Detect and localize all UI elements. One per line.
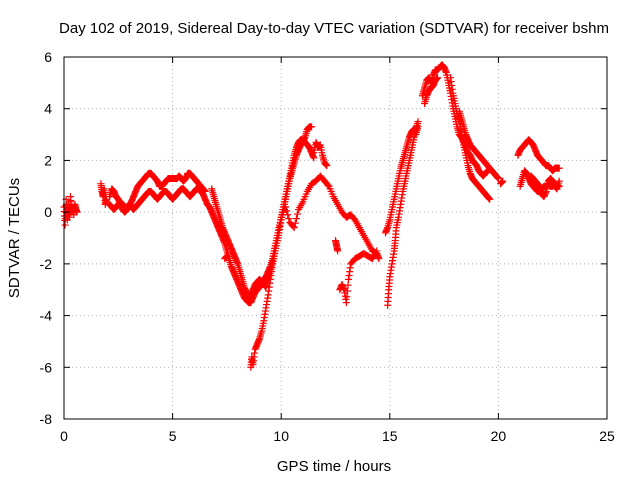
data-point xyxy=(284,211,292,219)
data-point xyxy=(334,247,342,255)
data-point xyxy=(61,221,69,229)
series-segment xyxy=(208,123,316,301)
series-segment xyxy=(277,172,383,263)
series-segment xyxy=(421,74,442,108)
x-tick-label: 5 xyxy=(169,428,177,444)
data-point xyxy=(414,123,422,131)
data-point xyxy=(291,219,299,227)
series-segment xyxy=(332,237,342,255)
series-segment xyxy=(514,136,563,175)
series-segment xyxy=(418,61,492,180)
data-point xyxy=(292,215,300,223)
series-segment xyxy=(336,247,381,307)
plot-frame xyxy=(63,56,608,420)
x-tick-label: 10 xyxy=(273,428,289,444)
x-tick-label: 20 xyxy=(491,428,507,444)
data-point xyxy=(555,164,563,172)
data-point xyxy=(308,123,316,131)
series-segment xyxy=(381,125,418,237)
series-segment xyxy=(310,138,331,170)
data-point xyxy=(271,250,279,258)
data-point xyxy=(324,181,332,189)
data-point xyxy=(375,255,383,263)
series-segment xyxy=(247,250,279,371)
series-segment xyxy=(106,136,318,307)
y-tick-label: -6 xyxy=(40,359,53,375)
series-segment xyxy=(97,180,110,208)
series-segment xyxy=(527,172,563,201)
x-tick-label: 0 xyxy=(60,428,68,444)
series-segment xyxy=(221,252,231,263)
y-axis-label: SDTVAR / TECUs xyxy=(6,178,23,298)
data-markers xyxy=(60,61,563,371)
series-segment xyxy=(412,123,422,139)
data-point xyxy=(486,195,494,203)
chart-title: Day 102 of 2019, Sidereal Day-to-day VTE… xyxy=(59,20,609,37)
axis-ticks: 0 5 10 15 20 25 -8 -6 -4 -2 0 2 4 6 xyxy=(40,49,615,444)
data-point xyxy=(555,177,563,185)
data-point xyxy=(285,215,293,223)
y-tick-label: -8 xyxy=(40,411,53,427)
data-point xyxy=(494,175,502,183)
data-point xyxy=(73,208,81,216)
data-point xyxy=(283,207,291,215)
data-point xyxy=(282,203,290,211)
y-tick-label: 4 xyxy=(44,101,52,117)
y-tick-label: 6 xyxy=(44,49,52,65)
x-tick-label: 25 xyxy=(599,428,615,444)
series-segment xyxy=(455,107,502,183)
data-point xyxy=(223,252,231,260)
data-point xyxy=(373,247,381,255)
data-point xyxy=(293,210,301,218)
series-segment xyxy=(497,177,507,188)
data-point xyxy=(323,162,331,170)
x-tick-label: 15 xyxy=(382,428,398,444)
y-tick-label: -2 xyxy=(40,256,53,272)
y-tick-label: 2 xyxy=(44,152,52,168)
data-point xyxy=(290,224,298,232)
data-point xyxy=(434,74,442,82)
x-axis-label: GPS time / hours xyxy=(277,458,391,475)
series-segment xyxy=(447,74,494,203)
data-point xyxy=(499,177,507,185)
y-tick-label: -4 xyxy=(40,308,53,324)
y-tick-label: 0 xyxy=(44,204,52,220)
